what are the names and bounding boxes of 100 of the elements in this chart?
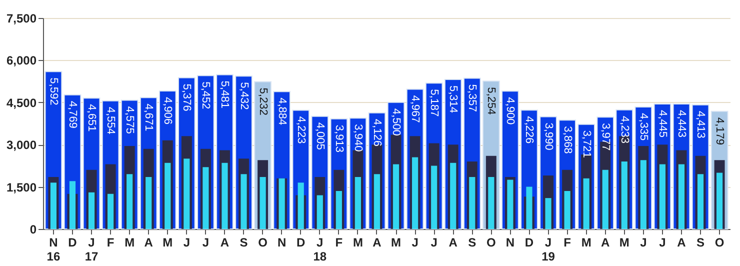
x-tick-label: M — [619, 236, 630, 250]
bar — [412, 157, 418, 229]
data-label: 5,376 — [180, 84, 193, 112]
bar — [678, 164, 685, 229]
data-label: 5,357 — [466, 84, 478, 112]
bar — [507, 180, 514, 229]
bar — [621, 161, 628, 229]
data-label: 4,223 — [294, 116, 307, 144]
x-tick-label: D — [68, 236, 78, 250]
data-label: 4,179 — [714, 117, 726, 145]
y-tick-label: 6,000 — [6, 54, 37, 68]
y-tick-label: 4,500 — [6, 96, 37, 110]
data-label: 3,868 — [561, 126, 574, 154]
x-tick-label: O — [258, 236, 268, 250]
data-label: 5,452 — [200, 82, 212, 110]
bar — [184, 158, 190, 229]
x-tick-label: A — [448, 236, 458, 250]
data-label: 5,592 — [47, 78, 60, 106]
bar — [126, 174, 133, 229]
data-label: 4,906 — [162, 96, 174, 125]
x-tick-label: N — [277, 236, 286, 250]
data-label: 4,651 — [86, 104, 98, 132]
x-tick-label: J — [202, 236, 210, 250]
bar — [50, 182, 57, 229]
bar — [659, 164, 666, 229]
x-tick-label: A — [601, 236, 610, 250]
data-label: 4,445 — [656, 110, 668, 138]
x-tick-label: F — [564, 236, 571, 250]
x-tick-label: J — [640, 236, 647, 250]
x-tick-label: J — [430, 236, 438, 250]
bar — [316, 195, 323, 229]
data-label: 4,005 — [314, 122, 326, 150]
data-label: 5,432 — [238, 82, 250, 110]
data-label: 3,977 — [599, 123, 612, 151]
bar — [640, 160, 646, 229]
bar — [545, 198, 552, 229]
data-label: 4,884 — [276, 98, 288, 126]
bar — [716, 172, 723, 229]
data-label: 4,126 — [370, 118, 383, 146]
bar — [298, 182, 304, 229]
x-tick-label: J 17 — [84, 236, 99, 264]
bar — [164, 162, 171, 229]
x-tick-label: S — [468, 236, 476, 250]
data-label: 5,314 — [447, 86, 460, 114]
y-tick-label: 7,500 — [6, 12, 37, 26]
data-label: 4,233 — [618, 116, 630, 144]
bar — [526, 186, 532, 229]
y-tick-label: 3,000 — [6, 138, 37, 152]
x-tick-label: S — [696, 236, 705, 250]
x-tick-label: N 16 — [46, 236, 60, 264]
data-label: 4,500 — [390, 108, 402, 136]
bar — [202, 167, 209, 229]
data-label: 5,481 — [218, 80, 231, 108]
x-tick-label: S — [240, 236, 248, 250]
data-label: 4,671 — [142, 104, 155, 132]
x-tick-label: A — [677, 236, 686, 250]
data-label: 4,575 — [124, 106, 136, 134]
bar — [240, 174, 247, 229]
data-label: 4,413 — [694, 110, 707, 138]
x-tick-label: D — [524, 236, 534, 250]
data-label: 4,335 — [637, 113, 650, 141]
x-tick-label: J 18 — [313, 236, 327, 264]
bar — [278, 178, 285, 229]
x-tick-label: M — [391, 236, 402, 250]
x-tick-label: A — [144, 236, 154, 250]
x-tick-label: M — [581, 236, 592, 250]
bar — [88, 192, 95, 229]
x-tick-label: O — [486, 236, 496, 250]
bar — [469, 176, 476, 229]
bar — [431, 166, 438, 229]
y-tick-label: 0 — [30, 222, 37, 236]
bar — [336, 191, 342, 229]
bar — [488, 176, 494, 229]
bar — [392, 164, 400, 229]
x-tick-label: M — [352, 236, 363, 250]
data-label: 5,232 — [256, 88, 269, 116]
x-tick-label: J — [659, 236, 666, 250]
x-tick-label: M — [124, 236, 135, 250]
data-label: 4,900 — [504, 97, 516, 125]
bar — [222, 162, 228, 229]
x-tick-label: F — [106, 236, 114, 250]
bar — [108, 194, 114, 229]
x-tick-label: J — [183, 236, 190, 250]
x-tick-label: M — [162, 236, 173, 250]
x-tick-label: F — [335, 236, 343, 250]
x-tick-label: A — [220, 236, 230, 250]
data-label: 4,554 — [104, 106, 117, 134]
bar — [583, 178, 590, 229]
data-label: 4,443 — [675, 110, 688, 138]
bar — [354, 176, 361, 229]
data-label: 5,254 — [485, 87, 498, 115]
x-tick-label: D — [296, 236, 306, 250]
data-label: 4,967 — [409, 95, 422, 123]
x-tick-label: O — [714, 236, 724, 250]
data-label: 3,940 — [352, 124, 364, 152]
data-label: 5,187 — [428, 89, 440, 117]
bar — [602, 170, 608, 229]
x-tick-label: J — [412, 236, 418, 250]
bar — [374, 174, 380, 229]
y-tick-label: 1,500 — [6, 180, 37, 194]
